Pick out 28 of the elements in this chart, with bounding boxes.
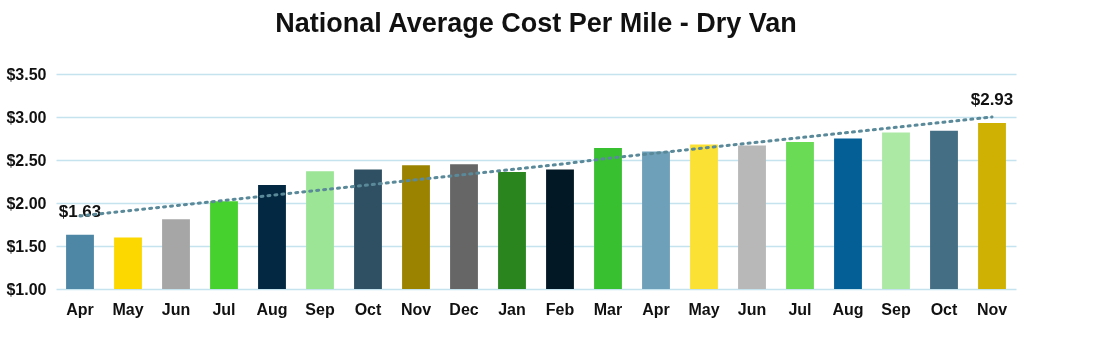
x-tick-label: Jun [737, 300, 767, 318]
x-tick-label: Jul [212, 300, 236, 318]
x-tick-label: Dec [449, 300, 479, 318]
x-tick-label: Mar [593, 300, 623, 318]
x-tick-label: May [688, 300, 720, 318]
x-tick-label: Apr [642, 300, 670, 318]
x-tick-label: Oct [930, 300, 959, 318]
chart-title: National Average Cost Per Mile - Dry Van [275, 8, 797, 38]
x-tick-label: Jun [161, 300, 191, 318]
y-tick-label: $1.00 [6, 280, 47, 298]
data-label: $2.93 [970, 90, 1014, 110]
x-tick-label: Aug [832, 300, 864, 318]
x-tick-label: Sep [881, 300, 911, 318]
y-tick-label: $2.00 [6, 194, 47, 212]
x-tick-label: Nov [400, 300, 432, 318]
y-tick-label: $3.00 [6, 108, 47, 126]
x-tick-label: Sep [305, 300, 335, 318]
x-tick-label: Feb [545, 300, 575, 318]
y-tick-label: $3.50 [6, 65, 47, 83]
x-tick-label: Jul [788, 300, 812, 318]
x-tick-label: Nov [976, 300, 1008, 318]
x-tick-label: Apr [66, 300, 94, 318]
y-tick-label: $2.50 [6, 151, 47, 169]
x-tick-label: May [112, 300, 144, 318]
y-tick-label: $1.50 [6, 237, 47, 255]
x-tick-label: Oct [354, 300, 383, 318]
x-tick-label: Jan [498, 300, 526, 318]
x-tick-label: Aug [256, 300, 288, 318]
